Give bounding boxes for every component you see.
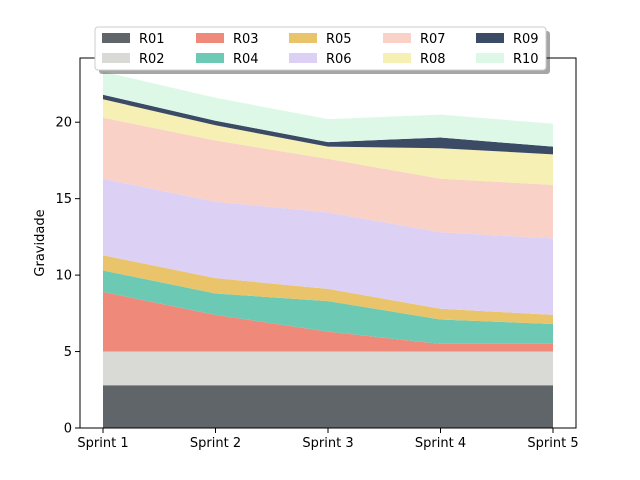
legend-swatch-r08 <box>383 53 411 63</box>
legend-label-r08: R08 <box>420 52 446 67</box>
legend: R01 R02 R03 R04 R05 R06 R07 R08 R09 R10 <box>94 26 550 74</box>
x-tick-label: Sprint 3 <box>302 436 353 451</box>
legend-swatch-r10 <box>476 53 504 63</box>
y-tick-label: 0 <box>64 422 72 437</box>
area-series-r04 <box>103 270 553 344</box>
y-axis-label: Gravidade <box>33 209 48 276</box>
legend-label-r07: R07 <box>420 32 446 47</box>
area-series-r05 <box>103 255 553 325</box>
legend-swatch-r09 <box>476 33 504 43</box>
legend-label-r06: R06 <box>326 52 352 67</box>
legend-swatch-r04 <box>196 53 224 63</box>
legend-swatch-r01 <box>102 33 130 43</box>
legend-swatch-r03 <box>196 33 224 43</box>
y-tick-label: 15 <box>55 192 72 207</box>
area-series-r07 <box>103 117 553 239</box>
legend-swatch-r07 <box>383 33 411 43</box>
legend-label-r03: R03 <box>233 32 259 47</box>
y-tick-label: 20 <box>55 116 72 131</box>
area-series-r08 <box>103 99 553 185</box>
legend-swatch-r06 <box>289 53 317 63</box>
x-tick-label: Sprint 2 <box>190 436 241 451</box>
x-axis: Sprint 1 Sprint 2 Sprint 3 Sprint 4 Sprint 5 <box>77 428 579 451</box>
x-tick-label: Sprint 1 <box>77 436 128 451</box>
area-series-r06 <box>103 178 553 315</box>
legend-swatch-r05 <box>289 33 317 43</box>
legend-label-r09: R09 <box>513 32 539 47</box>
y-tick-label: 5 <box>64 345 72 360</box>
legend-label-r05: R05 <box>326 32 352 47</box>
legend-label-r01: R01 <box>139 32 165 47</box>
y-axis: 0 5 10 15 20 <box>55 116 80 437</box>
legend-swatch-r02 <box>102 53 130 63</box>
x-tick-label: Sprint 4 <box>415 436 466 451</box>
legend-label-r04: R04 <box>233 52 259 67</box>
area-layers <box>103 71 553 428</box>
area-series-r02 <box>103 351 553 386</box>
area-series-r10 <box>103 71 553 147</box>
legend-label-r10: R10 <box>513 52 539 67</box>
y-tick-label: 10 <box>55 269 72 284</box>
area-series-r01 <box>103 385 553 428</box>
x-tick-label: Sprint 5 <box>527 436 578 451</box>
area-series-r03 <box>103 291 553 352</box>
area-series-r09 <box>103 94 553 155</box>
legend-label-r02: R02 <box>139 52 165 67</box>
